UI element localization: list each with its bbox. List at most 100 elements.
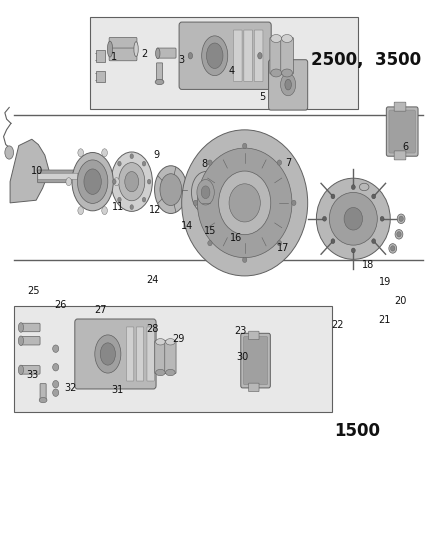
Ellipse shape	[206, 43, 223, 68]
FancyBboxPatch shape	[270, 37, 283, 74]
FancyBboxPatch shape	[38, 173, 78, 180]
Ellipse shape	[194, 200, 198, 206]
FancyBboxPatch shape	[147, 327, 154, 381]
Ellipse shape	[134, 42, 138, 56]
FancyBboxPatch shape	[109, 48, 137, 61]
Text: 16: 16	[230, 233, 242, 244]
Ellipse shape	[219, 171, 271, 235]
Ellipse shape	[331, 239, 335, 244]
Ellipse shape	[18, 322, 24, 332]
Ellipse shape	[118, 161, 121, 166]
Ellipse shape	[155, 369, 165, 376]
Text: 28: 28	[146, 324, 159, 334]
Ellipse shape	[78, 207, 84, 215]
Ellipse shape	[84, 169, 101, 195]
FancyBboxPatch shape	[165, 341, 176, 374]
Ellipse shape	[39, 398, 47, 403]
Text: 2: 2	[141, 50, 148, 59]
Ellipse shape	[351, 248, 355, 253]
Text: 27: 27	[94, 305, 107, 315]
FancyBboxPatch shape	[20, 323, 40, 332]
Ellipse shape	[344, 207, 363, 230]
Ellipse shape	[102, 207, 107, 215]
FancyBboxPatch shape	[96, 50, 105, 62]
Ellipse shape	[111, 152, 152, 212]
Ellipse shape	[282, 69, 293, 77]
FancyBboxPatch shape	[254, 30, 263, 82]
Ellipse shape	[389, 244, 397, 253]
Text: 4: 4	[229, 67, 235, 76]
Ellipse shape	[316, 178, 390, 260]
Text: 31: 31	[111, 384, 124, 394]
Ellipse shape	[142, 161, 146, 166]
Text: 20: 20	[394, 296, 406, 306]
Ellipse shape	[397, 232, 401, 237]
Ellipse shape	[397, 214, 405, 223]
Ellipse shape	[197, 180, 214, 205]
Ellipse shape	[142, 197, 146, 202]
Ellipse shape	[130, 154, 134, 159]
Text: 17: 17	[277, 244, 289, 254]
Ellipse shape	[201, 36, 228, 76]
FancyBboxPatch shape	[394, 102, 406, 111]
FancyBboxPatch shape	[241, 333, 270, 388]
Ellipse shape	[125, 172, 139, 192]
Ellipse shape	[155, 48, 160, 59]
Polygon shape	[91, 17, 358, 109]
Ellipse shape	[191, 172, 220, 213]
Ellipse shape	[114, 177, 119, 185]
Ellipse shape	[243, 143, 247, 149]
FancyBboxPatch shape	[109, 37, 137, 50]
Ellipse shape	[166, 369, 175, 376]
Text: 1: 1	[111, 52, 117, 62]
Ellipse shape	[277, 240, 282, 246]
Ellipse shape	[100, 343, 116, 365]
Ellipse shape	[182, 130, 307, 276]
Polygon shape	[14, 306, 332, 413]
Ellipse shape	[72, 152, 113, 211]
Ellipse shape	[78, 149, 84, 157]
Ellipse shape	[351, 185, 355, 190]
Text: 29: 29	[172, 334, 184, 344]
Text: 25: 25	[27, 286, 39, 296]
FancyBboxPatch shape	[20, 336, 40, 345]
FancyBboxPatch shape	[394, 151, 406, 160]
Text: 1500: 1500	[335, 422, 381, 440]
Text: 10: 10	[32, 166, 43, 176]
FancyBboxPatch shape	[233, 30, 242, 82]
Ellipse shape	[391, 246, 395, 251]
Ellipse shape	[372, 194, 376, 199]
Ellipse shape	[166, 338, 175, 345]
Ellipse shape	[18, 336, 24, 345]
Ellipse shape	[360, 183, 369, 191]
Text: 24: 24	[146, 274, 159, 285]
FancyBboxPatch shape	[96, 71, 105, 82]
Ellipse shape	[155, 338, 165, 345]
FancyBboxPatch shape	[386, 107, 418, 156]
Text: 8: 8	[201, 159, 208, 169]
Ellipse shape	[119, 163, 145, 201]
FancyBboxPatch shape	[249, 331, 259, 340]
Text: 19: 19	[379, 277, 391, 287]
FancyBboxPatch shape	[268, 60, 307, 110]
Ellipse shape	[53, 381, 59, 388]
Ellipse shape	[292, 200, 296, 206]
Ellipse shape	[271, 35, 282, 43]
Ellipse shape	[95, 335, 121, 373]
Ellipse shape	[277, 160, 282, 165]
FancyBboxPatch shape	[20, 366, 40, 374]
Ellipse shape	[258, 53, 262, 59]
Ellipse shape	[329, 192, 377, 245]
Text: 23: 23	[235, 326, 247, 336]
Ellipse shape	[322, 216, 326, 221]
Ellipse shape	[118, 197, 121, 202]
Ellipse shape	[395, 230, 403, 239]
Text: 26: 26	[54, 300, 67, 310]
Text: 7: 7	[285, 158, 291, 168]
Text: 33: 33	[26, 370, 39, 379]
FancyBboxPatch shape	[389, 110, 415, 153]
FancyBboxPatch shape	[136, 327, 144, 381]
FancyBboxPatch shape	[40, 384, 46, 401]
Ellipse shape	[285, 79, 291, 90]
Ellipse shape	[107, 41, 113, 57]
